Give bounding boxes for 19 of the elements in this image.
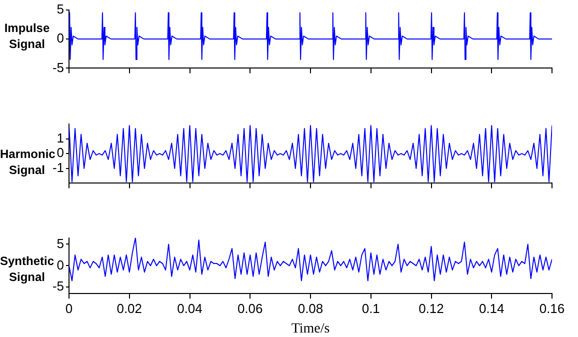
y-axis-title: Synthetic Signal — [0, 253, 54, 284]
y-tick-label: -5 — [52, 278, 64, 294]
y-tick-label: 5 — [56, 1, 64, 16]
x-tick-label: 0.14 — [478, 300, 504, 316]
x-tick-label: 0.08 — [298, 300, 324, 316]
y-tick-label: 0 — [56, 257, 64, 272]
y-tick-label: 0 — [56, 30, 64, 46]
x-tick-label: 0.02 — [116, 300, 142, 316]
x-tick-label: 0.06 — [237, 300, 263, 316]
y-tick-label: 1 — [56, 130, 64, 146]
x-tick-label: 0.16 — [539, 300, 565, 316]
y-axis-title: Impulse Signal — [3, 20, 51, 52]
y-tick-label: 5 — [56, 236, 64, 251]
x-tick-label: 0.1 — [362, 300, 380, 316]
x-tick-label: 0.04 — [177, 300, 202, 316]
y-tick-label: -5 — [52, 60, 64, 75]
x-axis-title: Time/s — [291, 321, 330, 336]
x-tick-label: 0.12 — [418, 300, 444, 316]
y-tick-label: 0 — [56, 145, 64, 160]
